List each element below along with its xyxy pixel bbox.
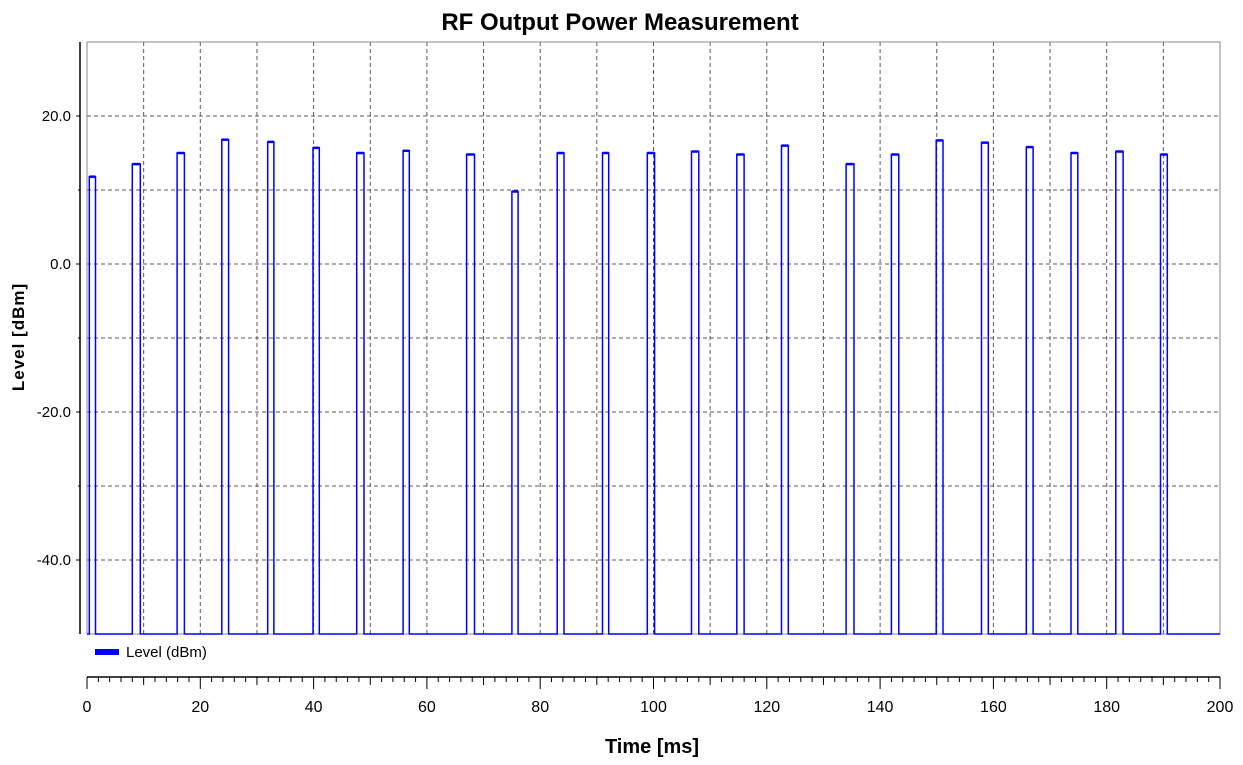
x-tick-label: 200	[1207, 699, 1234, 716]
y-tick-label: 20.0	[42, 108, 71, 125]
y-tick-label: 0.0	[50, 256, 71, 273]
x-tick-label: 60	[418, 699, 436, 716]
legend: Level (dBm)	[95, 644, 207, 661]
x-tick-label: 20	[191, 699, 209, 716]
x-axis: 0 20 40 60 80 100 120 140 160 180 200	[83, 677, 1234, 716]
grid	[87, 42, 1220, 634]
y-tick-label: -20.0	[37, 404, 71, 421]
chart-title: RF Output Power Measurement	[441, 9, 798, 36]
x-tick-label: 80	[531, 699, 549, 716]
legend-label: Level (dBm)	[126, 644, 207, 661]
x-tick-label: 120	[753, 699, 780, 716]
x-tick-label: 180	[1093, 699, 1120, 716]
x-tick-label: 40	[305, 699, 323, 716]
x-tick-label: 0	[83, 699, 92, 716]
y-axis: 20.0 0.0 -20.0 -40.0	[37, 108, 80, 569]
y-tick-label: -40.0	[37, 552, 71, 569]
x-tick-label: 140	[867, 699, 894, 716]
series-line-level	[87, 138, 1220, 635]
x-tick-label: 160	[980, 699, 1007, 716]
series-level-dbm	[87, 138, 1220, 635]
y-axis-label: Level [dBm]	[9, 283, 28, 391]
legend-swatch	[95, 649, 119, 655]
plot-area-frame	[86, 41, 1221, 635]
x-axis-label: Time [ms]	[605, 736, 699, 758]
x-tick-label: 100	[640, 699, 667, 716]
